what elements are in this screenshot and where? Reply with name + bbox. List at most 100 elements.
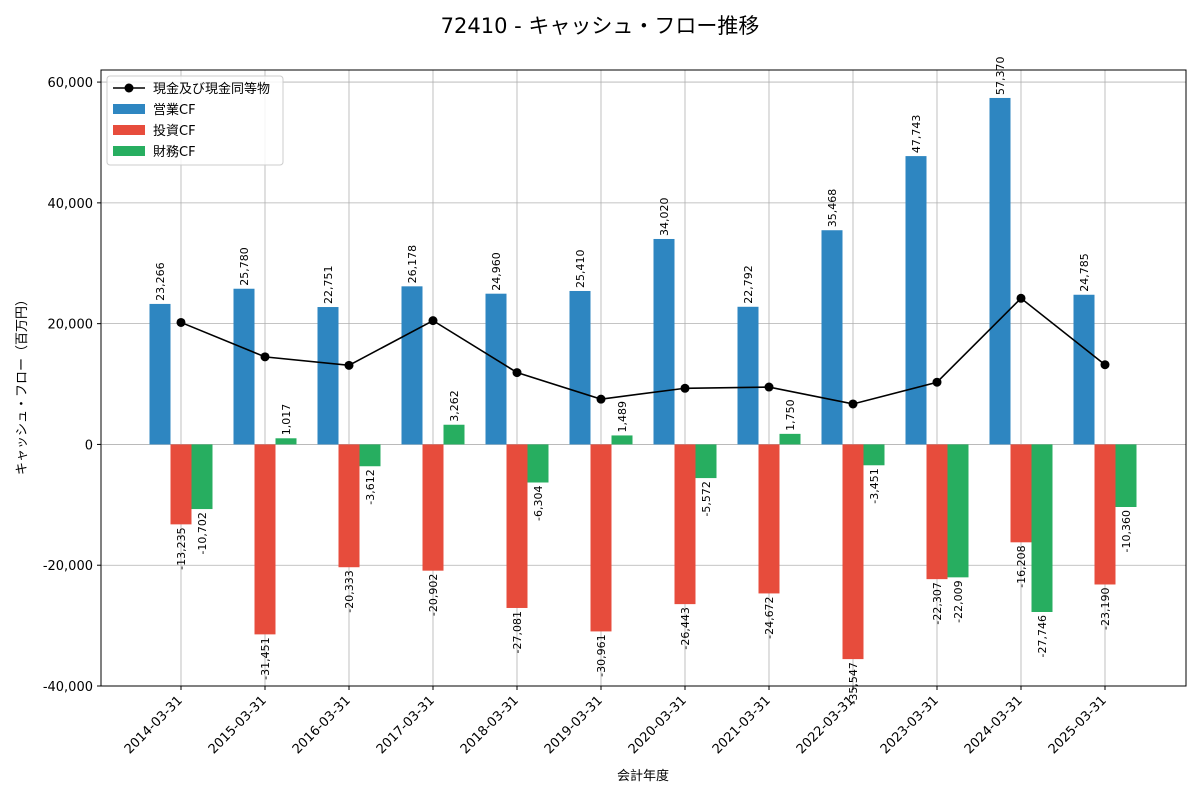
bar-value-label: -20,902 <box>427 574 440 616</box>
bar-value-label: -27,081 <box>511 611 524 653</box>
cash-line-point <box>1016 293 1026 303</box>
legend-label: 投資CF <box>153 123 196 139</box>
bar-営業CF <box>317 307 339 445</box>
bar-財務CF <box>1031 444 1053 612</box>
bar-財務CF <box>779 433 801 445</box>
bar-value-label: 26,178 <box>406 245 419 284</box>
bar-value-label: -22,009 <box>952 580 965 622</box>
x-tick-label: 2024-03-31 <box>962 693 1026 757</box>
bar-財務CF <box>695 444 717 479</box>
x-tick-label: 2022-03-31 <box>794 693 858 757</box>
bar-投資CF <box>674 444 696 605</box>
bar-value-label: 34,020 <box>658 197 671 236</box>
bar-営業CF <box>989 97 1011 445</box>
bar-投資CF <box>254 444 276 635</box>
x-tick-label: 2018-03-31 <box>458 693 522 757</box>
bar-営業CF <box>401 286 423 445</box>
bar-value-label: 47,743 <box>910 115 923 154</box>
bar-value-label: 22,792 <box>742 265 755 304</box>
legend-swatch <box>113 104 145 114</box>
cash-line-point <box>176 317 186 327</box>
cash-line <box>176 293 1110 409</box>
cash-line-point <box>764 382 774 392</box>
bar-投資CF <box>926 444 948 580</box>
bar-value-label: -24,672 <box>763 596 776 638</box>
bar-value-label: -3,451 <box>868 468 881 503</box>
bar-投資CF <box>590 444 612 632</box>
bar-value-label: -22,307 <box>931 582 944 624</box>
bar-value-label: 1,750 <box>784 399 797 431</box>
legend-box <box>106 75 284 166</box>
bar-value-label: -6,304 <box>532 486 545 521</box>
bar-投資CF <box>1094 444 1116 585</box>
y-tick-label: -40,000 <box>43 680 93 695</box>
bar-value-label: 25,780 <box>238 247 251 286</box>
bar-value-label: -23,190 <box>1099 587 1112 629</box>
legend-swatch <box>113 125 145 135</box>
bars <box>149 97 1137 660</box>
cash-line-point <box>512 368 522 378</box>
bar-財務CF <box>275 438 297 445</box>
bar-value-label: -10,702 <box>196 512 209 554</box>
bar-value-label: -20,333 <box>343 570 356 612</box>
y-tick-label: -20,000 <box>43 559 93 574</box>
legend-swatch <box>113 146 145 156</box>
bar-営業CF <box>485 293 507 445</box>
x-axis: 2014-03-31 2015-03-31 2016-03-31 2017-03-31… <box>122 686 1110 757</box>
legend-label: 現金及び現金同等物 <box>153 81 270 97</box>
cash-line-point <box>428 316 438 326</box>
bar-value-label: 25,410 <box>574 249 587 288</box>
x-tick-label: 2023-03-31 <box>878 693 942 757</box>
bar-投資CF <box>422 444 444 571</box>
x-tick-label: 2014-03-31 <box>122 693 186 757</box>
plot-frame <box>100 69 1187 687</box>
bar-value-label: -10,360 <box>1120 510 1133 552</box>
legend-label: 財務CF <box>153 145 196 160</box>
bar-投資CF <box>506 444 528 608</box>
bar-value-label: 1,017 <box>280 404 293 436</box>
legend-marker <box>124 83 134 93</box>
cash-line-point <box>932 377 942 387</box>
bar-value-label: -27,746 <box>1036 615 1049 657</box>
bar-投資CF <box>758 444 780 594</box>
bar-投資CF <box>1010 444 1032 543</box>
bar-営業CF <box>821 230 843 445</box>
bar-value-label: 24,785 <box>1078 253 1091 292</box>
cash-line-path <box>180 297 1106 405</box>
x-tick-label: 2016-03-31 <box>290 693 354 757</box>
x-tick-label: 2020-03-31 <box>626 693 690 757</box>
bar-営業CF <box>653 238 675 445</box>
bar-value-label: -3,612 <box>364 469 377 504</box>
bar-営業CF <box>149 303 171 445</box>
x-tick-label: 2017-03-31 <box>374 693 438 757</box>
bar-投資CF <box>842 444 864 660</box>
bar-value-label: -31,451 <box>259 637 272 679</box>
chart-title: 72410 - キャッシュ・フロー推移 <box>441 14 760 38</box>
bar-value-label: 57,370 <box>994 56 1007 95</box>
x-tick-label: 2025-03-31 <box>1046 693 1110 757</box>
x-tick-label: 2019-03-31 <box>542 693 606 757</box>
bar-value-label: -13,235 <box>175 527 188 569</box>
bar-営業CF <box>233 288 255 445</box>
bar-value-label: -16,208 <box>1015 545 1028 587</box>
bar-value-label: 22,751 <box>322 266 335 305</box>
x-tick-label: 2021-03-31 <box>710 693 774 757</box>
bar-財務CF <box>863 444 885 466</box>
data-labels: 23,266 25,780 22,751 26,178 24,960 25,410 34,0… <box>154 56 1133 704</box>
bar-value-label: 24,960 <box>490 252 503 291</box>
bar-value-label: 23,266 <box>154 262 167 301</box>
x-axis-label: 会計年度 <box>617 768 669 784</box>
bar-営業CF <box>569 290 591 445</box>
cash-line-point <box>344 360 354 370</box>
bar-財務CF <box>359 444 381 467</box>
bar-財務CF <box>1115 444 1137 507</box>
bar-value-label: -35,547 <box>847 662 860 704</box>
bar-財務CF <box>611 435 633 445</box>
bar-財務CF <box>443 424 465 445</box>
y-tick-label: 40,000 <box>48 197 94 212</box>
bar-value-label: -26,443 <box>679 607 692 649</box>
bar-財務CF <box>527 444 549 483</box>
x-tick-label: 2015-03-31 <box>206 693 270 757</box>
